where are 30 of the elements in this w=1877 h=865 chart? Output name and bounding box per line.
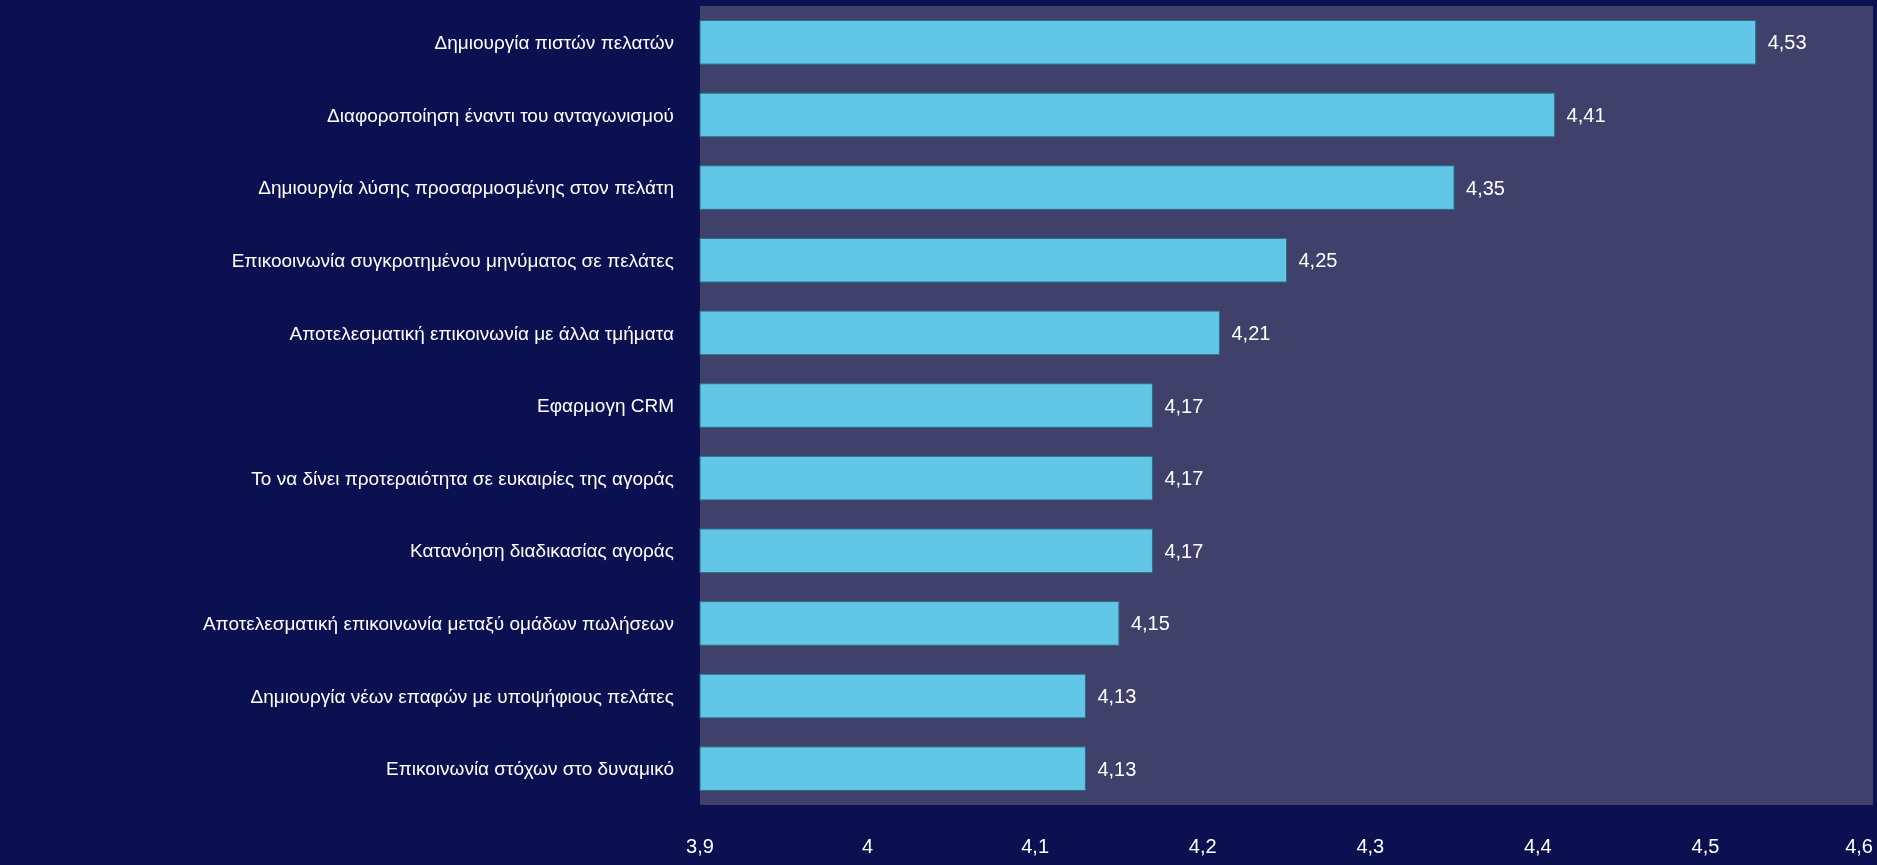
y-tick-label: Το να δίνει προτεραιότητα σε ευκαιρίες της αγοράς [251, 467, 674, 489]
y-tick-label: Διαφοροποίηση έναντι του ανταγωνισμού [327, 104, 674, 126]
y-tick-label: Δημιουργία λύσης προσαρμοσμένης στον πελάτη [258, 177, 674, 199]
x-tick-label: 4,1 [1021, 835, 1050, 857]
y-tick-label: Δημιουργία νέων επαφών με υποψήφιους πελάτες [250, 685, 674, 707]
data-label: 4,53 [1767, 31, 1807, 54]
x-tick-label: 4 [862, 835, 874, 857]
data-label: 4,17 [1164, 394, 1204, 417]
data-label: 4,13 [1097, 757, 1137, 780]
data-label: 4,21 [1231, 321, 1271, 344]
data-label: 4,15 [1130, 612, 1170, 635]
data-label: 4,17 [1164, 467, 1204, 490]
data-label: 4,41 [1566, 103, 1606, 126]
x-tick-label: 4,6 [1845, 835, 1873, 857]
x-tick-label: 4,5 [1691, 835, 1720, 857]
y-tick-label: Δημιουργία πιστών πελατών [434, 31, 674, 53]
data-label: 4,35 [1466, 176, 1506, 199]
y-tick-label: Επικοινωνία στόχων στο δυναμικό [385, 758, 674, 780]
x-tick-label: 3,9 [686, 835, 714, 857]
y-tick-label: Επικοοινωνία συγκροτημένου μηνύματος σε πελάτες [231, 249, 674, 271]
data-label: 4,25 [1298, 249, 1338, 272]
y-tick-label: Εφαρμογη CRM [537, 395, 674, 417]
data-label: 4,13 [1097, 685, 1137, 708]
y-tick-label: Κατανόηση διαδικασίας αγοράς [409, 540, 674, 562]
x-tick-label: 4,3 [1356, 835, 1385, 857]
y-tick-label: Αποτελεσματική επικοινωνία μεταξύ ομάδων πωλήσεων [202, 613, 674, 635]
x-tick-label: 4,4 [1523, 835, 1552, 857]
x-tick-label: 4,2 [1188, 835, 1217, 857]
data-label: 4,17 [1164, 539, 1204, 562]
y-tick-label: Αποτελεσματική επικοινωνία με άλλα τμήματα [289, 322, 675, 344]
